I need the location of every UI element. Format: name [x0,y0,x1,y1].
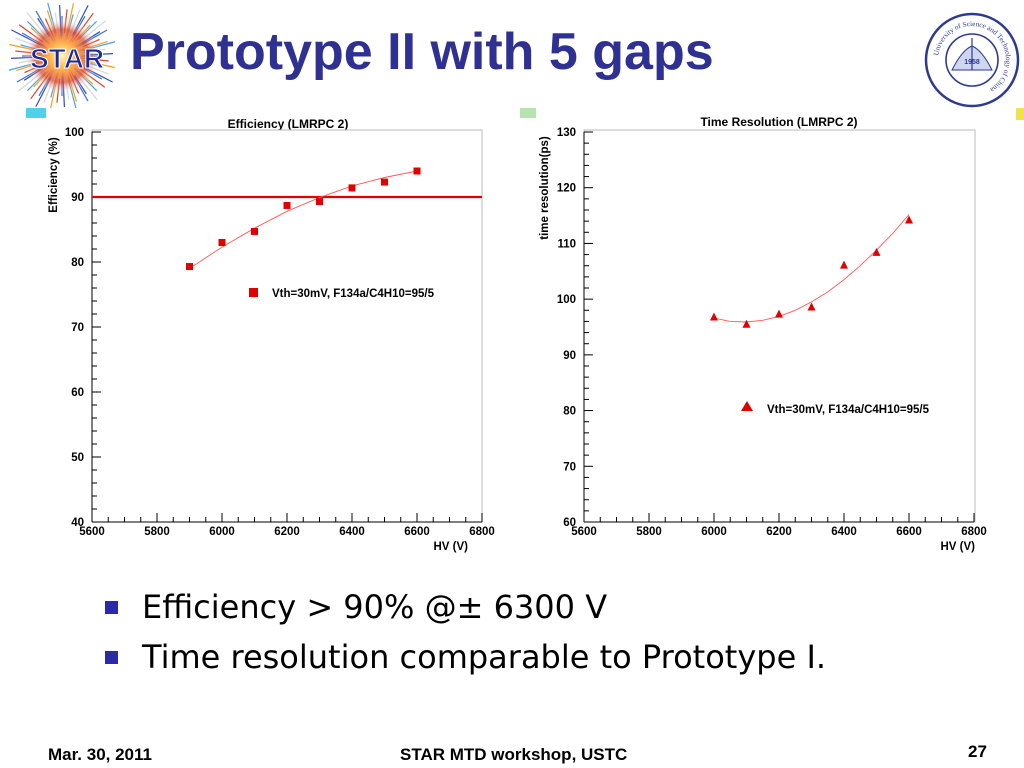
time-resolution-x-tick-label: 6600 [896,526,922,538]
efficiency-data-point [316,198,323,206]
time-resolution-x-tick-label: 6400 [831,526,857,538]
decor-square-yellow [1016,108,1024,120]
efficiency-chart: Efficiency (LMRPC 2) HV (V) Efficiency (… [48,117,495,553]
bullet-text: Efficiency > 90% @± 6300 V [142,588,608,626]
time-resolution-points [710,215,913,328]
efficiency-y-axis-label: Efficiency (%) [48,137,60,213]
star-logo-text: STAR [30,43,104,74]
time-resolution-data-point [905,215,913,224]
time-resolution-y-tick-label: 120 [557,183,576,195]
time-resolution-data-point [840,260,848,269]
efficiency-legend-label: Vth=30mV, F134a/C4H10=95/5 [272,288,435,300]
efficiency-x-tick-label: 5800 [144,526,170,538]
time-resolution-x-tick-label: 6800 [961,526,987,538]
efficiency-x-tick-label: 6000 [209,526,235,538]
efficiency-y-tick-label: 70 [71,322,84,334]
efficiency-x-tick-label: 6600 [404,526,430,538]
bullet-item: Time resolution comparable to Prototype … [102,634,826,684]
efficiency-fit [189,170,418,269]
ustc-seal: University of Science and Technology of … [924,12,1020,108]
efficiency-fit-curve [189,170,418,269]
efficiency-data-point [381,178,388,186]
time-resolution-data-point [710,312,718,321]
time-resolution-x-axis-label: HV (V) [941,541,976,553]
footer-event: STAR MTD workshop, USTC [400,745,628,764]
time-resolution-data-point [807,302,816,311]
time-resolution-y-tick-label: 80 [563,406,576,418]
efficiency-x-tick-label: 6200 [274,526,300,538]
time-resolution-y-tick-label: 70 [563,461,576,473]
time-resolution-plot-frame [583,129,976,523]
time-resolution-y-tick-label: 90 [563,350,576,362]
decor-square-green [520,108,536,118]
time-resolution-y-tick-label: 110 [557,238,576,250]
efficiency-y-tick-label: 60 [71,387,84,399]
time-resolution-y-tick-label: 100 [557,294,576,306]
star-logo: STAR [8,2,116,108]
efficiency-x-tick-label: 6800 [469,526,495,538]
efficiency-x-tick-label: 6400 [339,526,365,538]
time-resolution-axes: 5600 5800 6000 6200 6400 6600 6800 60 70 80 90 100 1… [557,127,987,538]
efficiency-points [186,167,421,271]
footer-page-number: 27 [968,742,987,761]
decor-square-cyan [26,108,46,118]
time-resolution-x-tick-label: 5800 [636,526,662,538]
efficiency-data-point [218,239,226,246]
time-resolution-x-tick-label: 5600 [571,526,597,538]
efficiency-x-axis-label: HV (V) [434,541,469,553]
time-resolution-data-point [742,319,751,328]
efficiency-data-point [413,167,421,175]
time-resolution-legend-marker [741,401,753,411]
efficiency-data-point [348,184,356,192]
efficiency-y-tick-label: 100 [65,127,84,139]
seal-year: 1958 [964,59,980,66]
efficiency-plot-frame [91,129,483,523]
bullet-item: Efficiency > 90% @± 6300 V [102,584,826,634]
bullet-square-icon [105,601,118,614]
bullet-square-icon [105,651,118,664]
time-resolution-x-tick-label: 6000 [701,526,727,538]
efficiency-y-tick-label: 90 [71,192,84,204]
efficiency-y-tick-label: 40 [71,517,84,529]
efficiency-axes: 5600 5800 6000 6200 6400 6600 6800 40 50 60 70 80 90… [65,127,495,538]
time-resolution-x-tick-label: 6200 [766,526,792,538]
time-resolution-y-tick-label: 60 [563,517,576,529]
efficiency-x-tick-label: 5600 [79,526,105,538]
time-resolution-y-tick-label: 130 [557,127,576,139]
efficiency-y-tick-label: 50 [71,452,84,464]
time-resolution-chart: Time Resolution (LMRPC 2) HV (V) time re… [539,115,987,553]
time-resolution-y-axis-label: time resolution(ps) [539,136,551,240]
efficiency-y-tick-label: 80 [71,257,84,269]
efficiency-chart-title: Efficiency (LMRPC 2) [228,117,349,131]
time-resolution-data-point [775,309,783,318]
slide-title: Prototype II with 5 gaps [130,23,714,81]
bullet-text: Time resolution comparable to Prototype … [142,638,827,676]
footer-date: Mar. 30, 2011 [48,745,152,764]
efficiency-data-point [251,227,258,235]
efficiency-legend-marker [249,288,258,297]
bullet-list: Efficiency > 90% @± 6300 V Time resoluti… [102,584,826,684]
efficiency-data-point [283,201,291,209]
efficiency-data-point [186,263,193,271]
time-resolution-legend-label: Vth=30mV, F134a/C4H10=95/5 [767,404,930,416]
time-resolution-chart-title: Time Resolution (LMRPC 2) [700,115,857,129]
time-resolution-data-point [872,247,881,256]
